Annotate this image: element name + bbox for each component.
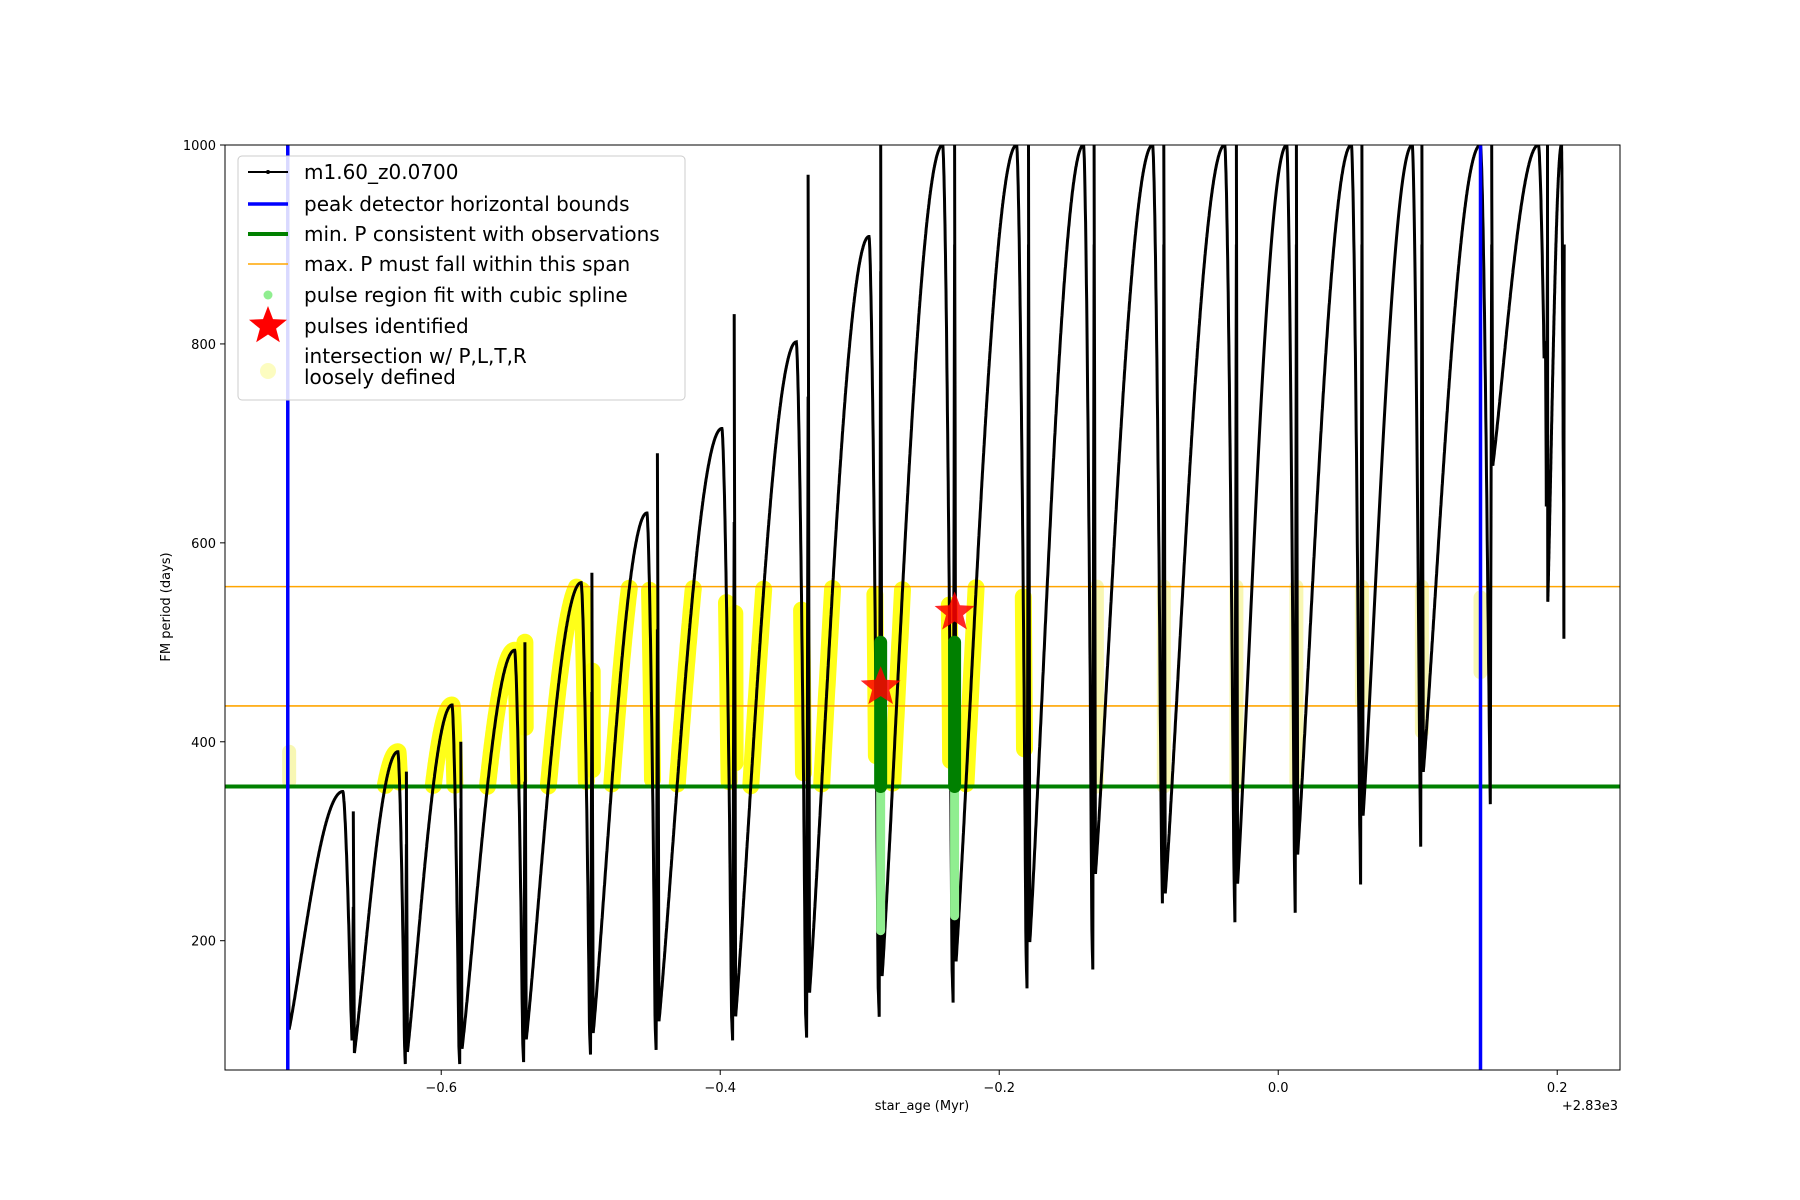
yellow-intersection-band (516, 578, 595, 795)
plot-content (225, 145, 1620, 1070)
legend-label: intersection w/ P,L,T,R (304, 344, 527, 368)
y-tick-label: 1000 (183, 139, 216, 154)
legend-handle-yellow (260, 363, 276, 379)
legend-handle-star (249, 306, 287, 343)
y-tick-label: 800 (191, 338, 216, 353)
yellow-intersection-band (583, 579, 661, 793)
pulse-identified-star (934, 591, 975, 630)
x-tick-label: −0.6 (425, 1081, 457, 1096)
x-tick-label: −0.4 (704, 1081, 736, 1096)
legend-box (237, 155, 686, 401)
y-axis: 200 400 600 800 1000 (183, 139, 225, 950)
plot-frame (224, 144, 1621, 1071)
x-tick-label: −0.2 (983, 1081, 1015, 1096)
x-tick-label: 0.0 (1268, 1081, 1289, 1096)
y-tick-label: 600 (191, 537, 216, 552)
yellow-intersection-band (726, 580, 812, 795)
legend-label: pulses identified (304, 314, 469, 338)
pulse-identified-star (860, 666, 901, 705)
legend-label: pulse region fit with cubic spline (304, 283, 628, 307)
legend-label: peak detector horizontal bounds (304, 192, 630, 216)
x-tick-label: 0.2 (1547, 1081, 1568, 1096)
y-axis-label: FM period (days) (159, 552, 174, 661)
x-offset-label: +2.83e3 (1562, 1099, 1618, 1114)
y-tick-label: 200 (191, 935, 216, 950)
x-axis: −0.6 −0.4 −0.2 0.0 0.2 (425, 1070, 1568, 1096)
legend-handle-spline (263, 290, 273, 300)
legend-handle-dot (266, 170, 270, 174)
series-line-m1.60_z0.0700 (286, 145, 1566, 1065)
legend-label: max. P must fall within this span (304, 252, 630, 276)
legend-label-line2: loosely defined (304, 365, 456, 389)
x-axis-label: star_age (Myr) (875, 1099, 969, 1114)
legend-label: m1.60_z0.0700 (304, 160, 459, 184)
legend-label: min. P consistent with observations (304, 222, 660, 246)
y-tick-label: 400 (191, 736, 216, 751)
